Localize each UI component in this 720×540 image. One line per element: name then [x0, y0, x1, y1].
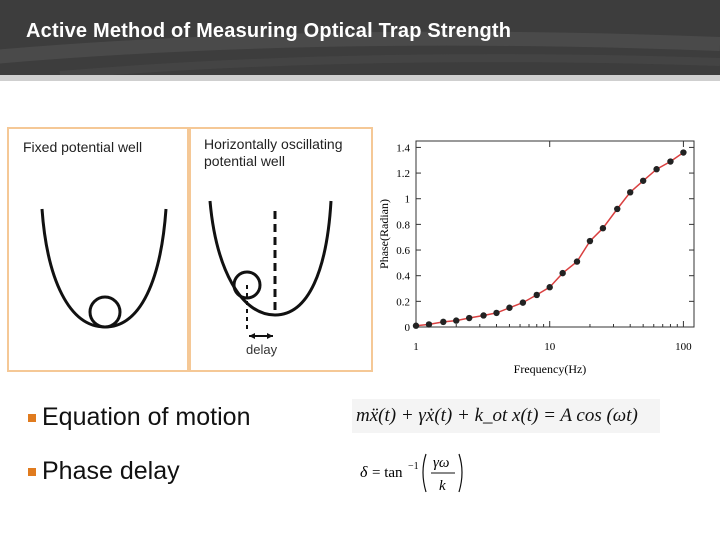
phase-delay-equation: δ = tan −1 γω k [358, 448, 468, 496]
chart-plot-area [415, 140, 695, 328]
y-axis-label: Phase(Radian) [377, 199, 391, 269]
data-point [440, 318, 447, 326]
bullet-label: Phase delay [42, 457, 180, 485]
fixed-well-label: Fixed potential well [23, 139, 143, 155]
svg-text:γω: γω [433, 455, 450, 471]
svg-text:−1: −1 [408, 461, 419, 472]
delay-label: delay [246, 342, 278, 357]
data-point [680, 149, 687, 156]
x-tick-label: 10 [544, 341, 556, 353]
data-point [493, 309, 500, 317]
data-point [412, 322, 420, 329]
data-point [519, 299, 527, 306]
oscillating-well-label: Horizontally oscillating potential well [204, 136, 343, 169]
x-axis-label: Frequency(Hz) [514, 362, 587, 376]
oscillating-well-panel: Horizontally oscillating potential well … [189, 127, 373, 372]
data-point [466, 314, 473, 322]
equation-of-motion: mẍ(t) + γẋ(t) + k_ot x(t) = A cos (ωt) [352, 399, 660, 433]
bead-circle [88, 295, 122, 329]
y-tick-label: 1 [405, 194, 411, 206]
phase-frequency-chart: 0 0.2 0.4 0.6 0.8 1 1.2 1.4 1 10 100 Frequency(Hz)… [377, 140, 695, 376]
data-point [627, 189, 634, 196]
y-tick-label: 0.4 [396, 271, 410, 283]
y-tick-label: 0.2 [396, 296, 410, 308]
data-point [573, 258, 581, 265]
header-divider [0, 75, 720, 81]
potential-curve [208, 200, 333, 317]
slide-header: Active Method of Measuring Optical Trap … [0, 0, 720, 75]
data-point [546, 284, 553, 291]
data-point [639, 177, 647, 184]
data-point [614, 205, 621, 213]
fixed-well-diagram [40, 208, 168, 329]
data-point [559, 269, 566, 277]
header-decoration [0, 31, 720, 75]
slide-title: Active Method of Measuring Optical Trap … [26, 20, 512, 42]
data-point [653, 166, 660, 173]
y-tick-label: 1.4 [396, 142, 410, 154]
oscillating-well-diagram [208, 200, 333, 339]
svg-text:= tan: = tan [372, 465, 403, 481]
y-tick-label: 1.2 [396, 168, 410, 180]
y-tick-label: 0 [405, 322, 411, 334]
x-tick-label: 100 [675, 341, 692, 353]
svg-text:δ: δ [360, 464, 368, 481]
y-tick-label: 0.8 [396, 219, 410, 231]
data-point [599, 225, 607, 232]
fixed-well-panel: Fixed potential well [7, 127, 189, 372]
x-tick-label: 1 [413, 341, 419, 353]
data-point [506, 304, 513, 311]
bullet-phase-delay: Phase delay [28, 457, 180, 486]
bullet-marker [28, 413, 36, 422]
data-point [586, 237, 594, 245]
bullet-label: Equation of motion [42, 403, 251, 431]
data-point [453, 317, 460, 324]
svg-text:k: k [439, 478, 446, 494]
bullet-marker [28, 467, 36, 476]
potential-curve [40, 208, 168, 329]
data-point [667, 158, 674, 165]
y-tick-label: 0.6 [396, 245, 410, 257]
data-point [425, 321, 433, 328]
bullet-equation-of-motion: Equation of motion [28, 403, 250, 432]
bead-circle [232, 270, 262, 300]
data-point [480, 312, 487, 319]
data-point [533, 291, 540, 299]
